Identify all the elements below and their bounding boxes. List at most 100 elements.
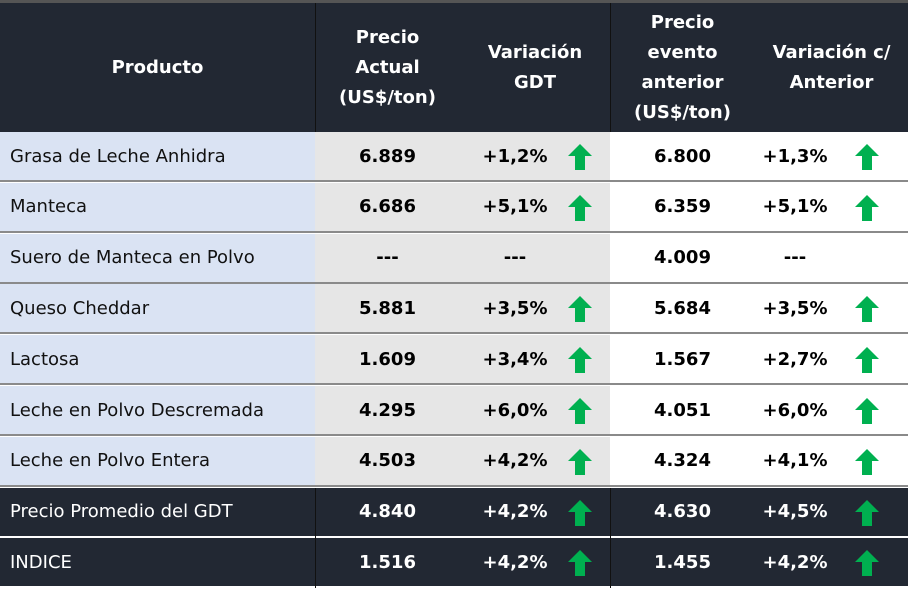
previous-variation: +3,5% bbox=[755, 284, 908, 333]
product-name: Leche en Polvo Entera bbox=[0, 436, 315, 485]
table-row: Grasa de Leche Anhidra 6.889 +1,2% 6.800… bbox=[0, 132, 908, 182]
gdt-variation-value: +4,2% bbox=[482, 450, 548, 472]
table-row: Lactosa 1.609 +3,4% 1.567 +2,7% bbox=[0, 335, 908, 386]
current-price: 5.881 bbox=[315, 284, 460, 333]
up-arrow-icon bbox=[855, 499, 879, 526]
previous-variation-value: +1,3% bbox=[762, 145, 828, 167]
current-price: 1.516 bbox=[315, 538, 460, 587]
gdt-variation-value: +5,1% bbox=[482, 196, 548, 218]
previous-price: 4.009 bbox=[610, 233, 755, 282]
table-row: Manteca 6.686 +5,1% 6.359 +5,1% bbox=[0, 182, 908, 233]
previous-price: 1.567 bbox=[610, 335, 755, 384]
header-variacion-gdt: Variación GDT bbox=[487, 41, 583, 93]
previous-price: 1.455 bbox=[610, 538, 755, 587]
up-arrow-icon bbox=[568, 296, 592, 323]
previous-variation: +1,3% bbox=[755, 132, 908, 180]
divider bbox=[610, 3, 611, 132]
previous-price: 6.800 bbox=[610, 132, 755, 180]
product-name: Queso Cheddar bbox=[0, 284, 315, 333]
divider bbox=[315, 538, 316, 589]
previous-variation-value: +3,5% bbox=[762, 297, 828, 319]
previous-variation-value: +6,0% bbox=[762, 399, 828, 421]
up-arrow-icon bbox=[568, 144, 592, 170]
current-price: 4.295 bbox=[315, 386, 460, 434]
gdt-variation-value: --- bbox=[503, 247, 527, 269]
current-price: 1.609 bbox=[315, 335, 460, 384]
gdt-variation: +6,0% bbox=[460, 386, 610, 434]
up-arrow-icon bbox=[855, 448, 879, 475]
table-row: Precio Promedio del GDT 4.840 +4,2% 4.63… bbox=[0, 487, 908, 538]
previous-price: 6.359 bbox=[610, 182, 755, 231]
up-arrow-icon bbox=[568, 347, 592, 374]
product-name: Lactosa bbox=[0, 335, 315, 384]
previous-variation-value: --- bbox=[783, 247, 807, 269]
current-price: --- bbox=[315, 233, 460, 282]
gdt-variation-value: +4,2% bbox=[482, 551, 548, 573]
up-arrow-icon bbox=[568, 550, 592, 577]
product-name: Suero de Manteca en Polvo bbox=[0, 233, 315, 282]
up-arrow-icon bbox=[855, 144, 879, 170]
up-arrow-icon bbox=[855, 398, 879, 424]
current-price: 6.889 bbox=[315, 132, 460, 180]
product-name: Grasa de Leche Anhidra bbox=[0, 132, 315, 180]
gdt-variation-value: +1,2% bbox=[482, 145, 548, 167]
gdt-variation-value: +6,0% bbox=[482, 399, 548, 421]
header-precio-anterior: Precio evento anterior (US$/ton) bbox=[634, 11, 731, 123]
gdt-variation: +4,2% bbox=[460, 538, 610, 587]
previous-variation: +4,2% bbox=[755, 538, 908, 587]
previous-variation-value: +4,2% bbox=[762, 551, 828, 573]
table-header: Producto Precio Actual (US$/ton) Variaci… bbox=[0, 0, 908, 132]
current-price: 4.840 bbox=[315, 487, 460, 536]
previous-variation: +4,5% bbox=[755, 487, 908, 536]
divider bbox=[610, 487, 611, 538]
gdt-variation: +3,4% bbox=[460, 335, 610, 384]
previous-price: 4.630 bbox=[610, 487, 755, 536]
previous-variation: --- bbox=[755, 233, 908, 282]
table-row: Suero de Manteca en Polvo --- --- 4.009 … bbox=[0, 233, 908, 284]
previous-price: 4.051 bbox=[610, 386, 755, 434]
up-arrow-icon bbox=[855, 550, 879, 577]
previous-variation-value: +4,1% bbox=[762, 450, 828, 472]
up-arrow-icon bbox=[568, 499, 592, 526]
product-name: Manteca bbox=[0, 182, 315, 231]
gdt-variation: +4,2% bbox=[460, 487, 610, 536]
product-name: Precio Promedio del GDT bbox=[0, 487, 315, 536]
gdt-variation-value: +3,5% bbox=[482, 297, 548, 319]
product-name: Leche en Polvo Descremada bbox=[0, 386, 315, 434]
gdt-variation-value: +3,4% bbox=[482, 348, 548, 370]
table-row: INDICE 1.516 +4,2% 1.455 +4,2% bbox=[0, 538, 908, 589]
up-arrow-icon bbox=[855, 347, 879, 374]
previous-variation: +2,7% bbox=[755, 335, 908, 384]
header-variacion-anterior: Variación c/ Anterior bbox=[772, 41, 891, 93]
gdt-variation: +5,1% bbox=[460, 182, 610, 231]
divider bbox=[315, 3, 316, 132]
gdt-variation: +1,2% bbox=[460, 132, 610, 180]
table-row: Queso Cheddar 5.881 +3,5% 5.684 +3,5% bbox=[0, 284, 908, 335]
table-row: Leche en Polvo Descremada 4.295 +6,0% 4.… bbox=[0, 386, 908, 436]
previous-price: 4.324 bbox=[610, 436, 755, 485]
up-arrow-icon bbox=[568, 398, 592, 424]
previous-variation-value: +2,7% bbox=[762, 348, 828, 370]
previous-variation: +4,1% bbox=[755, 436, 908, 485]
gdt-variation-value: +4,2% bbox=[482, 501, 548, 523]
header-precio-actual: Precio Actual (US$/ton) bbox=[339, 26, 436, 108]
up-arrow-icon bbox=[855, 296, 879, 323]
up-arrow-icon bbox=[568, 194, 592, 221]
previous-variation-value: +5,1% bbox=[762, 196, 828, 218]
previous-variation: +5,1% bbox=[755, 182, 908, 231]
current-price: 6.686 bbox=[315, 182, 460, 231]
previous-price: 5.684 bbox=[610, 284, 755, 333]
gdt-variation: +4,2% bbox=[460, 436, 610, 485]
current-price: 4.503 bbox=[315, 436, 460, 485]
previous-variation-value: +4,5% bbox=[762, 501, 828, 523]
gdt-variation: --- bbox=[460, 233, 610, 282]
product-name: INDICE bbox=[0, 538, 315, 587]
up-arrow-icon bbox=[855, 194, 879, 221]
up-arrow-icon bbox=[568, 448, 592, 475]
header-producto: Producto bbox=[111, 56, 204, 78]
previous-variation: +6,0% bbox=[755, 386, 908, 434]
gdt-variation: +3,5% bbox=[460, 284, 610, 333]
divider bbox=[315, 487, 316, 538]
divider bbox=[610, 538, 611, 589]
